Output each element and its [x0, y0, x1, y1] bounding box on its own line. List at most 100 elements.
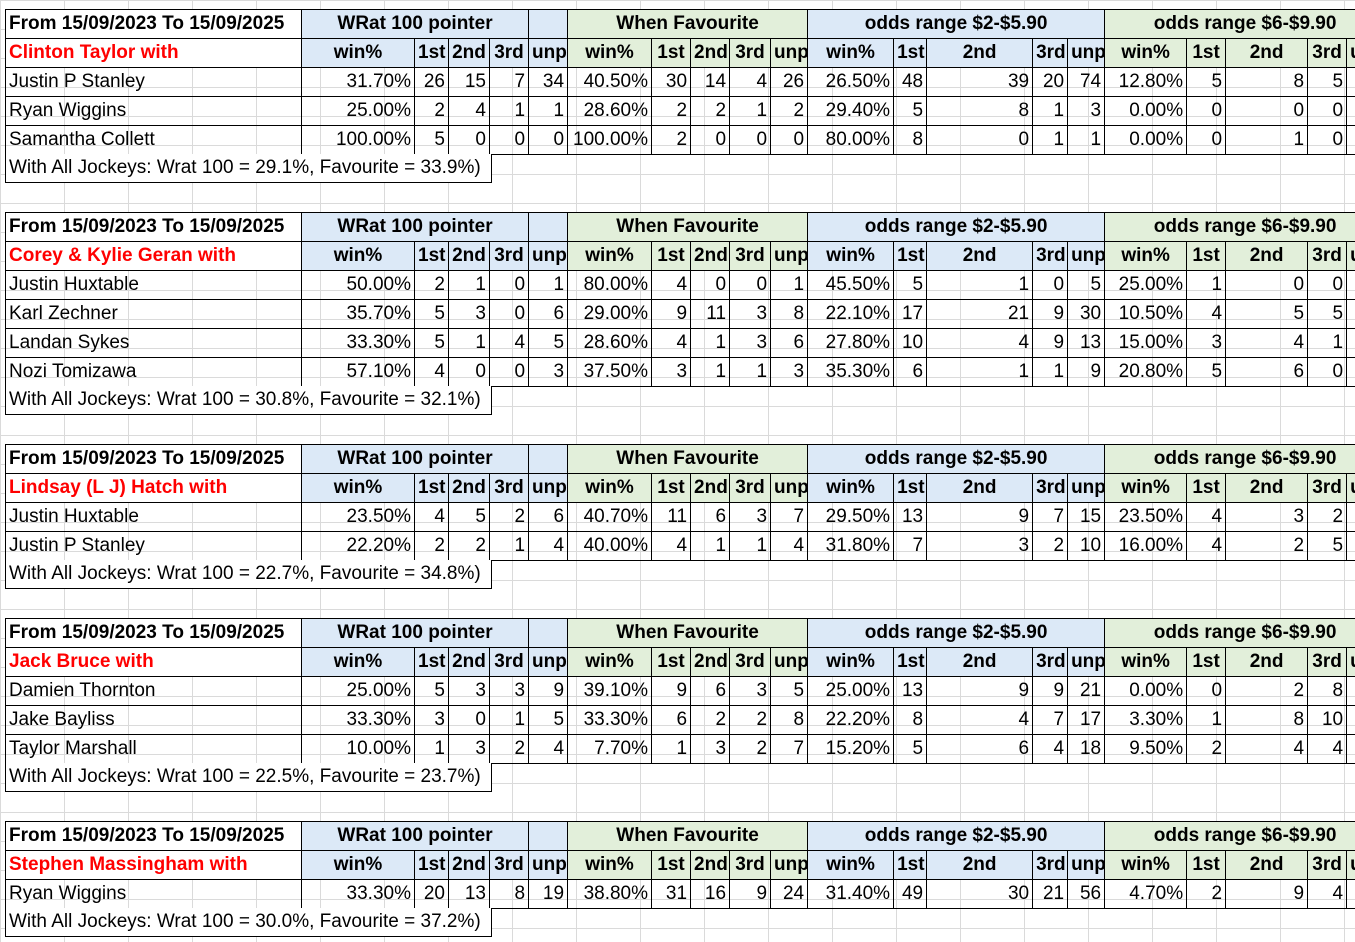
stat-cell[interactable]: 8: [1346, 502, 1355, 532]
column-header[interactable]: 1st: [414, 647, 449, 677]
stat-cell[interactable]: 4: [926, 705, 1034, 735]
stat-cell[interactable]: 24: [1346, 299, 1355, 329]
stat-cell[interactable]: 4: [1032, 734, 1069, 764]
stat-cell[interactable]: 8: [488, 879, 530, 909]
column-header[interactable]: win%: [1104, 38, 1188, 68]
stat-cell[interactable]: 0: [1307, 96, 1348, 126]
stat-cell[interactable]: 12.80%: [1104, 67, 1188, 97]
stat-cell[interactable]: 28.60%: [567, 328, 653, 358]
stat-cell[interactable]: 10: [893, 328, 928, 358]
stat-cell[interactable]: 57.10%: [301, 357, 415, 387]
stat-cell[interactable]: 5: [893, 270, 928, 300]
stat-cell[interactable]: 0: [448, 705, 490, 735]
stat-cell[interactable]: 33.30%: [567, 705, 653, 735]
stat-cell[interactable]: 0.00%: [1104, 676, 1188, 706]
stat-cell[interactable]: 48: [893, 67, 928, 97]
column-header[interactable]: 3rd: [729, 850, 772, 880]
column-header[interactable]: unp: [528, 241, 569, 271]
stat-cell[interactable]: 5: [1186, 67, 1227, 97]
stat-cell[interactable]: 16: [690, 879, 731, 909]
stat-cell[interactable]: 1: [488, 96, 530, 126]
stat-cell[interactable]: 100.00%: [567, 125, 653, 155]
stat-cell[interactable]: 11: [1346, 705, 1355, 735]
column-header[interactable]: 2nd: [926, 647, 1034, 677]
column-header[interactable]: 3rd: [729, 473, 772, 503]
stat-cell[interactable]: 0: [1225, 96, 1309, 126]
stat-cell[interactable]: 1: [729, 96, 772, 126]
stat-cell[interactable]: 0: [488, 357, 530, 387]
stat-cell[interactable]: 30: [651, 67, 692, 97]
stat-cell[interactable]: 4: [651, 531, 692, 561]
group-header-blank[interactable]: [528, 9, 569, 39]
stat-cell[interactable]: 2: [1186, 879, 1227, 909]
stat-cell[interactable]: 13: [893, 676, 928, 706]
stat-cell[interactable]: 0: [1032, 270, 1069, 300]
column-header[interactable]: unp: [1346, 473, 1355, 503]
summary-cell[interactable]: With All Jockeys: Wrat 100 = 30.8%, Favo…: [5, 386, 492, 415]
column-header[interactable]: 3rd: [488, 647, 530, 677]
column-header[interactable]: 2nd: [690, 38, 731, 68]
column-header[interactable]: 1st: [893, 647, 928, 677]
stat-cell[interactable]: 1: [926, 270, 1034, 300]
stat-cell[interactable]: 2: [414, 531, 449, 561]
stat-cell[interactable]: 17: [893, 299, 928, 329]
stat-cell[interactable]: 9: [729, 879, 772, 909]
column-header[interactable]: unp: [770, 241, 809, 271]
date-range-cell[interactable]: From 15/09/2023 To 15/09/2025: [5, 444, 302, 474]
stat-cell[interactable]: 5: [528, 705, 569, 735]
stat-cell[interactable]: 0: [729, 270, 772, 300]
stat-cell[interactable]: 2: [690, 96, 731, 126]
column-header[interactable]: unp: [1067, 241, 1106, 271]
stat-cell[interactable]: 7: [488, 67, 530, 97]
stat-cell[interactable]: 56: [1067, 879, 1106, 909]
column-header[interactable]: 2nd: [926, 38, 1034, 68]
stat-cell[interactable]: 3.30%: [1104, 705, 1188, 735]
group-header-odds-low[interactable]: odds range $2-$5.90: [807, 618, 1106, 648]
stat-cell[interactable]: 2: [651, 125, 692, 155]
stat-cell[interactable]: 11: [1346, 734, 1355, 764]
stat-cell[interactable]: 6: [926, 734, 1034, 764]
stat-cell[interactable]: 13: [1346, 357, 1355, 387]
jockey-name-cell[interactable]: Taylor Marshall: [5, 734, 302, 764]
stat-cell[interactable]: 6: [770, 328, 809, 358]
stat-cell[interactable]: 0: [926, 125, 1034, 155]
stat-cell[interactable]: 25.00%: [807, 676, 895, 706]
stat-cell[interactable]: 22.20%: [301, 531, 415, 561]
stat-cell[interactable]: 8: [770, 299, 809, 329]
column-header[interactable]: win%: [807, 38, 895, 68]
stat-cell[interactable]: 5: [414, 676, 449, 706]
stat-cell[interactable]: 22.20%: [807, 705, 895, 735]
stat-cell[interactable]: 9: [651, 299, 692, 329]
column-header[interactable]: win%: [301, 850, 415, 880]
stat-cell[interactable]: 4: [1225, 328, 1309, 358]
stat-cell[interactable]: 3: [729, 676, 772, 706]
stat-cell[interactable]: 1: [770, 270, 809, 300]
stat-cell[interactable]: 20: [414, 879, 449, 909]
column-header[interactable]: 3rd: [729, 241, 772, 271]
column-header[interactable]: win%: [567, 241, 653, 271]
stat-cell[interactable]: 3: [729, 328, 772, 358]
stat-cell[interactable]: 0.00%: [1104, 125, 1188, 155]
group-header-wrat[interactable]: WRat 100 pointer: [300, 821, 530, 851]
column-header[interactable]: unp: [770, 647, 809, 677]
stat-cell[interactable]: 3: [448, 299, 490, 329]
column-header[interactable]: win%: [1104, 241, 1188, 271]
stat-cell[interactable]: 5: [448, 502, 490, 532]
stat-cell[interactable]: 25.00%: [1104, 270, 1188, 300]
group-header-wrat[interactable]: WRat 100 pointer: [300, 9, 530, 39]
column-header[interactable]: unp: [1346, 647, 1355, 677]
stat-cell[interactable]: 29.40%: [807, 96, 895, 126]
stat-cell[interactable]: 9: [926, 676, 1034, 706]
column-header[interactable]: win%: [807, 647, 895, 677]
column-header[interactable]: 2nd: [926, 473, 1034, 503]
group-header-blank[interactable]: [528, 821, 569, 851]
stat-cell[interactable]: 33.30%: [301, 705, 415, 735]
stat-cell[interactable]: 0: [729, 125, 772, 155]
trainer-name-cell[interactable]: Clinton Taylor with: [5, 38, 302, 68]
stat-cell[interactable]: 39.10%: [567, 676, 653, 706]
stat-cell[interactable]: 2: [1186, 734, 1227, 764]
column-header[interactable]: 3rd: [1032, 38, 1069, 68]
date-range-cell[interactable]: From 15/09/2023 To 15/09/2025: [5, 212, 302, 242]
stat-cell[interactable]: 13: [448, 879, 490, 909]
stat-cell[interactable]: 3: [448, 734, 490, 764]
